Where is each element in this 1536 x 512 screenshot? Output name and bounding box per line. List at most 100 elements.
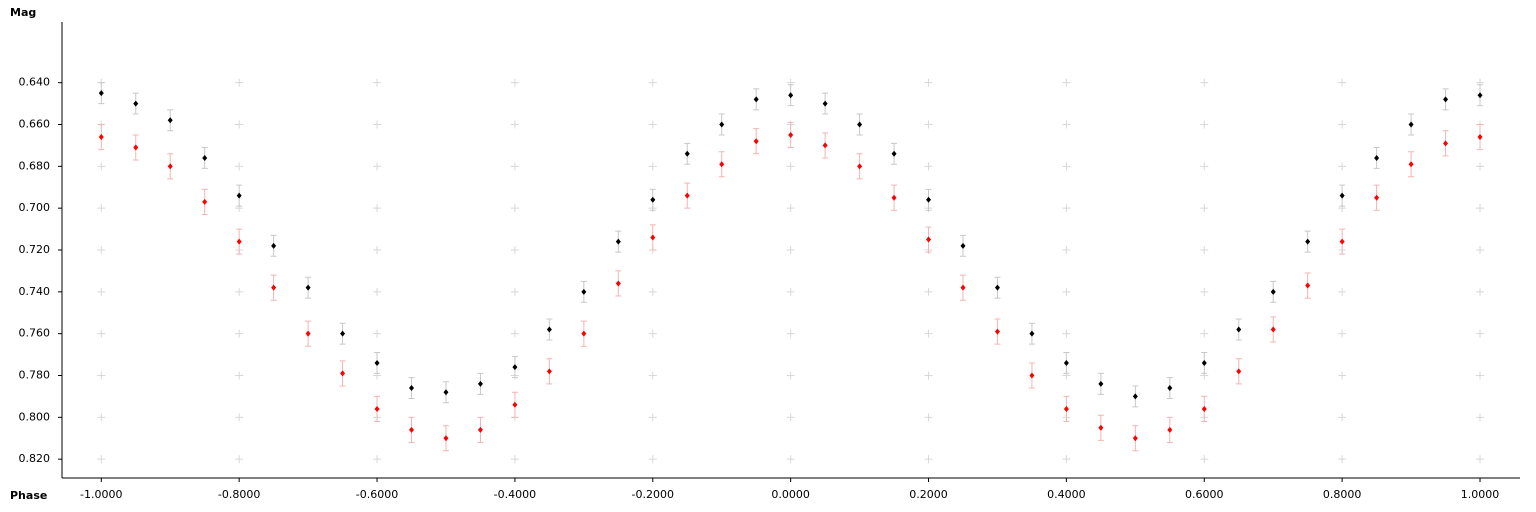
data-point bbox=[1236, 326, 1242, 333]
data-point bbox=[546, 368, 552, 375]
data-point bbox=[202, 154, 208, 161]
grid-cross bbox=[924, 329, 933, 338]
grid-cross bbox=[648, 78, 657, 87]
data-point bbox=[1339, 238, 1345, 245]
grid-cross bbox=[510, 246, 519, 254]
x-tick-label: -0.2000 bbox=[632, 488, 674, 501]
data-point bbox=[98, 90, 104, 97]
grid-cross bbox=[924, 162, 933, 171]
grid-cross bbox=[1476, 329, 1485, 338]
grid-cross bbox=[648, 162, 657, 171]
grid-cross bbox=[786, 329, 795, 338]
data-point bbox=[374, 405, 380, 412]
grid-cross bbox=[235, 329, 244, 338]
data-point bbox=[960, 284, 966, 291]
data-point bbox=[788, 92, 794, 99]
data-point bbox=[1167, 426, 1173, 433]
grid-cross bbox=[510, 287, 519, 296]
data-point bbox=[1132, 435, 1138, 442]
data-point bbox=[857, 163, 863, 170]
data-point bbox=[236, 192, 242, 199]
data-point bbox=[1408, 121, 1414, 128]
y-tick-label: 0.740 bbox=[19, 285, 51, 298]
grid-cross bbox=[648, 371, 657, 380]
y-tick-label: 0.640 bbox=[19, 76, 51, 89]
grid-cross bbox=[1338, 413, 1347, 422]
x-tick-label: -0.6000 bbox=[356, 488, 398, 501]
data-point bbox=[546, 326, 552, 333]
grid-cross bbox=[373, 204, 382, 213]
grid-cross bbox=[786, 371, 795, 380]
grid-cross bbox=[1476, 413, 1485, 422]
data-point bbox=[374, 359, 380, 366]
grid-cross bbox=[786, 204, 795, 213]
grid-cross bbox=[648, 287, 657, 296]
grid-cross bbox=[373, 120, 382, 129]
grid-cross bbox=[373, 455, 382, 464]
grid-cross bbox=[235, 162, 244, 171]
y-tick-label: 0.720 bbox=[19, 243, 51, 256]
grid-cross bbox=[1062, 287, 1071, 296]
grid-cross bbox=[510, 329, 519, 338]
grid-cross bbox=[1476, 371, 1485, 380]
grid-cross bbox=[1476, 246, 1485, 254]
x-tick-label: -0.8000 bbox=[218, 488, 260, 501]
data-point bbox=[167, 163, 173, 170]
grid-cross bbox=[1338, 78, 1347, 87]
data-point bbox=[719, 121, 725, 128]
data-point bbox=[1374, 194, 1380, 201]
data-point bbox=[133, 144, 139, 151]
grid-cross bbox=[1200, 162, 1209, 171]
data-point bbox=[271, 284, 277, 291]
data-point bbox=[1477, 92, 1483, 99]
grid-cross bbox=[1200, 120, 1209, 129]
grid-cross bbox=[235, 120, 244, 129]
data-point bbox=[581, 288, 587, 295]
data-point bbox=[650, 196, 656, 203]
grid-cross bbox=[1200, 287, 1209, 296]
data-point bbox=[512, 401, 518, 408]
grid-cross bbox=[1338, 329, 1347, 338]
data-point bbox=[615, 280, 621, 287]
grid-cross bbox=[1062, 204, 1071, 213]
data-point bbox=[1098, 380, 1104, 387]
grid-cross bbox=[235, 287, 244, 296]
data-point bbox=[477, 426, 483, 433]
data-point bbox=[891, 150, 897, 157]
grid-cross bbox=[924, 413, 933, 422]
data-point bbox=[1098, 424, 1104, 431]
data-point bbox=[615, 238, 621, 245]
data-point bbox=[409, 426, 415, 433]
data-point bbox=[1443, 140, 1449, 147]
grid-cross bbox=[1062, 455, 1071, 464]
grid-cross bbox=[1200, 329, 1209, 338]
x-tick-label: 0.8000 bbox=[1323, 488, 1362, 501]
grid-cross bbox=[924, 371, 933, 380]
x-tick-label: -0.4000 bbox=[494, 488, 536, 501]
data-point bbox=[1201, 405, 1207, 412]
grid-cross bbox=[786, 413, 795, 422]
data-point bbox=[443, 435, 449, 442]
grid-cross bbox=[1338, 455, 1347, 464]
x-tick-label: 0.6000 bbox=[1185, 488, 1224, 501]
data-point bbox=[305, 284, 311, 291]
data-point bbox=[1477, 134, 1483, 141]
x-tick-label: 0.4000 bbox=[1047, 488, 1086, 501]
data-point bbox=[822, 100, 828, 107]
data-point bbox=[926, 236, 932, 243]
grid-cross bbox=[1200, 246, 1209, 254]
y-tick-label: 0.780 bbox=[19, 369, 51, 382]
data-point bbox=[236, 238, 242, 245]
data-point bbox=[443, 389, 449, 396]
grid-cross bbox=[924, 287, 933, 296]
grid-cross bbox=[648, 455, 657, 464]
grid-cross bbox=[373, 78, 382, 87]
data-point bbox=[857, 121, 863, 128]
grid-cross bbox=[373, 287, 382, 296]
grid-cross bbox=[510, 204, 519, 213]
grid-cross bbox=[373, 329, 382, 338]
data-point bbox=[340, 370, 346, 377]
grid-cross bbox=[924, 455, 933, 464]
grid-cross bbox=[1476, 162, 1485, 171]
data-point bbox=[822, 142, 828, 149]
